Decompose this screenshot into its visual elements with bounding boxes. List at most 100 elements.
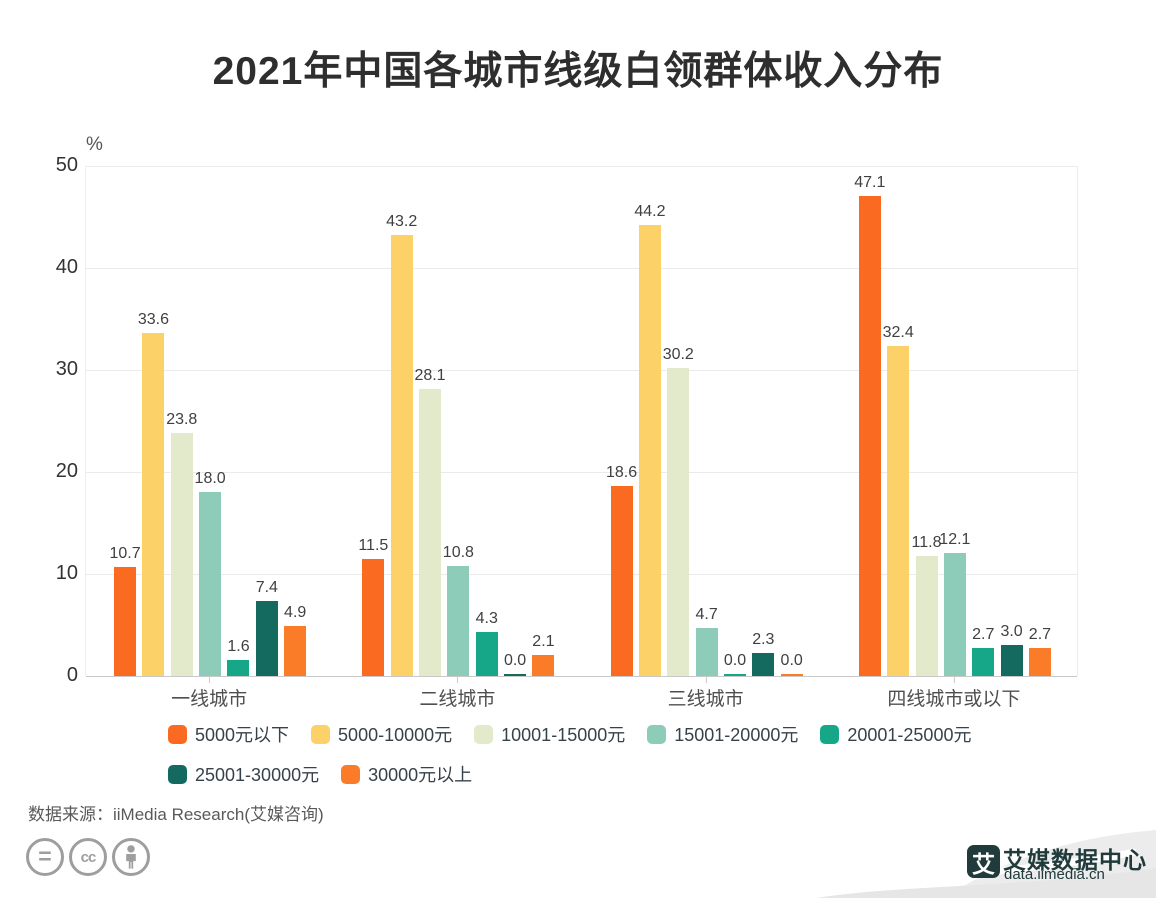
bar-value-label: 11.5 bbox=[358, 536, 389, 554]
gridline bbox=[86, 472, 1077, 473]
person-icon bbox=[112, 838, 150, 876]
bar-value-label: 33.6 bbox=[137, 311, 169, 329]
plot-area: 10.7 11.5 18.6 47.1 33.6 43.2 44.2 32.4 23.8 28.1… bbox=[85, 166, 1078, 677]
bar bbox=[362, 558, 385, 676]
legend-item[interactable]: 5000元以下 bbox=[168, 721, 289, 747]
iimedia-logo-icon: 艾 bbox=[967, 845, 1000, 878]
chart-title: 2021年中国各城市线级白领群体收入分布 bbox=[212, 50, 944, 93]
legend-swatch bbox=[647, 724, 667, 744]
bar-value-label: 32.4 bbox=[882, 323, 914, 341]
bar bbox=[752, 652, 775, 676]
bar bbox=[142, 333, 165, 676]
bar-value-label: 44.2 bbox=[634, 203, 666, 221]
legend-label: 25001-30000元 bbox=[195, 765, 320, 785]
bar-value-label: 4.3 bbox=[475, 610, 498, 628]
brand-name: 艾媒数据中心 bbox=[1003, 847, 1147, 873]
y-axis-unit-label: % bbox=[86, 134, 103, 155]
category-label: 一线城市 bbox=[171, 689, 248, 710]
bar bbox=[284, 626, 307, 676]
bar-value-label: 28.1 bbox=[414, 367, 446, 385]
x-axis-line bbox=[86, 676, 1077, 677]
bar bbox=[227, 659, 250, 676]
bar bbox=[695, 628, 718, 676]
bar bbox=[255, 600, 278, 676]
bar bbox=[667, 367, 690, 676]
bar-value-label: 10.8 bbox=[442, 543, 474, 561]
legend-swatch bbox=[474, 724, 494, 744]
bar bbox=[1028, 648, 1051, 676]
legend-swatch bbox=[168, 764, 187, 784]
bar-value-label: 0.0 bbox=[503, 651, 527, 669]
gridline bbox=[86, 166, 1077, 167]
legend-swatch bbox=[311, 724, 331, 744]
bar bbox=[723, 673, 746, 676]
bar bbox=[610, 486, 633, 676]
bar bbox=[972, 648, 995, 676]
legend-label: 15001-20000元 bbox=[674, 725, 799, 745]
bar bbox=[114, 566, 137, 676]
equals-icon: = bbox=[26, 838, 64, 876]
axis-tick bbox=[953, 677, 955, 683]
legend: 5000元以下 5000-10000元 10001-15000元 15001-2000… bbox=[168, 721, 1048, 787]
bar bbox=[390, 235, 413, 676]
bar bbox=[170, 433, 193, 676]
legend-item[interactable]: 20001-25000元 bbox=[820, 721, 971, 747]
bar bbox=[199, 492, 222, 676]
legend-label: 30000元以上 bbox=[368, 765, 473, 785]
bar-value-label: 3.0 bbox=[1000, 623, 1023, 641]
legend-label: 5000-10000元 bbox=[338, 725, 453, 745]
bar-value-label: 2.7 bbox=[972, 626, 995, 644]
data-source-note: 数据来源：iiMedia Research(艾媒咨询) bbox=[28, 805, 324, 824]
bar-value-label: 23.8 bbox=[166, 411, 198, 429]
category-label: 二线城市 bbox=[419, 689, 496, 710]
y-tick-label: 40 bbox=[55, 256, 78, 278]
gridline bbox=[86, 370, 1077, 371]
bar-value-label: 7.4 bbox=[255, 578, 278, 596]
bar-value-label: 12.1 bbox=[939, 530, 971, 548]
bar bbox=[780, 673, 803, 676]
axis-tick bbox=[209, 677, 211, 683]
y-tick-label: 30 bbox=[55, 358, 78, 380]
cc-icon: cc bbox=[69, 838, 107, 876]
legend-label: 10001-15000元 bbox=[501, 725, 626, 745]
legend-label: 5000元以下 bbox=[195, 725, 290, 745]
legend-swatch bbox=[820, 724, 840, 744]
gridline bbox=[86, 574, 1077, 575]
bar-value-label: 10.7 bbox=[109, 544, 141, 562]
y-tick-label: 50 bbox=[55, 154, 78, 176]
legend-swatch bbox=[168, 724, 187, 744]
bar-value-label: 11.8 bbox=[911, 533, 942, 551]
y-tick-label: 10 bbox=[55, 562, 78, 584]
y-tick-label: 20 bbox=[55, 460, 78, 482]
license-icons: = cc bbox=[26, 838, 150, 876]
legend-swatch bbox=[341, 764, 361, 784]
bar-value-label: 0.0 bbox=[723, 651, 747, 669]
bar bbox=[447, 565, 470, 676]
category-label: 三线城市 bbox=[667, 689, 744, 710]
legend-item[interactable]: 5000-10000元 bbox=[311, 721, 452, 747]
bar-value-label: 47.1 bbox=[854, 173, 886, 191]
bar bbox=[858, 195, 881, 676]
legend-item[interactable]: 10001-15000元 bbox=[474, 721, 625, 747]
bar-value-label: 2.1 bbox=[532, 632, 555, 650]
category-label: 四线城市或以下 bbox=[887, 689, 1021, 710]
gridline bbox=[86, 268, 1077, 269]
bar-value-label: 2.7 bbox=[1028, 626, 1052, 644]
bar-value-label: 1.6 bbox=[227, 637, 250, 655]
legend-item[interactable]: 25001-30000元 bbox=[168, 761, 319, 787]
bar bbox=[475, 632, 498, 676]
bar-value-label: 4.7 bbox=[695, 606, 718, 624]
bar-value-label: 18.6 bbox=[605, 464, 638, 482]
bar bbox=[638, 225, 661, 676]
bar-value-label: 43.2 bbox=[386, 213, 418, 231]
bar bbox=[532, 654, 555, 676]
bar-value-label: 4.9 bbox=[284, 604, 307, 622]
brand-url[interactable]: data.iimedia.cn bbox=[1004, 866, 1105, 883]
legend-item[interactable]: 15001-20000元 bbox=[647, 721, 798, 747]
axis-tick bbox=[705, 677, 707, 683]
legend-item[interactable]: 30000元以上 bbox=[341, 761, 472, 787]
axis-tick bbox=[457, 677, 459, 683]
bar bbox=[1000, 645, 1023, 676]
bar bbox=[504, 673, 527, 676]
